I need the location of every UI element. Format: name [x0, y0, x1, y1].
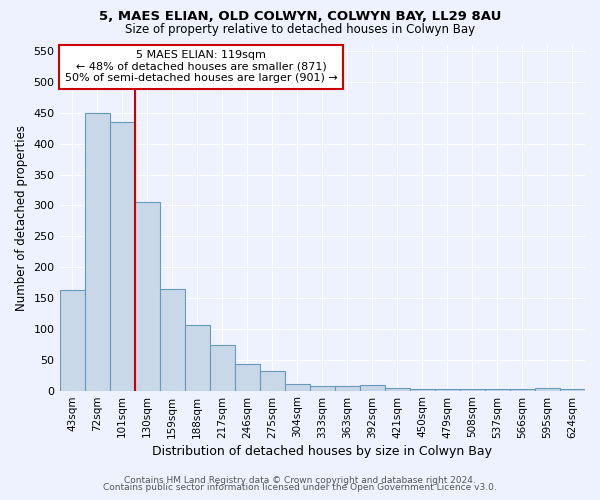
- Bar: [310, 386, 335, 390]
- Bar: [285, 384, 310, 390]
- Text: 5, MAES ELIAN, OLD COLWYN, COLWYN BAY, LL29 8AU: 5, MAES ELIAN, OLD COLWYN, COLWYN BAY, L…: [99, 10, 501, 23]
- Bar: [235, 364, 260, 390]
- Bar: [85, 113, 110, 390]
- X-axis label: Distribution of detached houses by size in Colwyn Bay: Distribution of detached houses by size …: [152, 444, 492, 458]
- Bar: [209, 345, 235, 391]
- Bar: [134, 202, 160, 390]
- Text: Size of property relative to detached houses in Colwyn Bay: Size of property relative to detached ho…: [125, 22, 475, 36]
- Bar: [360, 385, 385, 390]
- Bar: [160, 288, 185, 390]
- Bar: [560, 388, 585, 390]
- Bar: [59, 290, 85, 390]
- Bar: [385, 388, 410, 390]
- Bar: [335, 386, 360, 390]
- Text: 5 MAES ELIAN: 119sqm
← 48% of detached houses are smaller (871)
50% of semi-deta: 5 MAES ELIAN: 119sqm ← 48% of detached h…: [65, 50, 338, 84]
- Bar: [260, 372, 285, 390]
- Bar: [185, 324, 209, 390]
- Bar: [410, 388, 435, 390]
- Text: Contains HM Land Registry data © Crown copyright and database right 2024.: Contains HM Land Registry data © Crown c…: [124, 476, 476, 485]
- Bar: [535, 388, 560, 390]
- Bar: [110, 122, 134, 390]
- Text: Contains public sector information licensed under the Open Government Licence v3: Contains public sector information licen…: [103, 484, 497, 492]
- Y-axis label: Number of detached properties: Number of detached properties: [15, 125, 28, 311]
